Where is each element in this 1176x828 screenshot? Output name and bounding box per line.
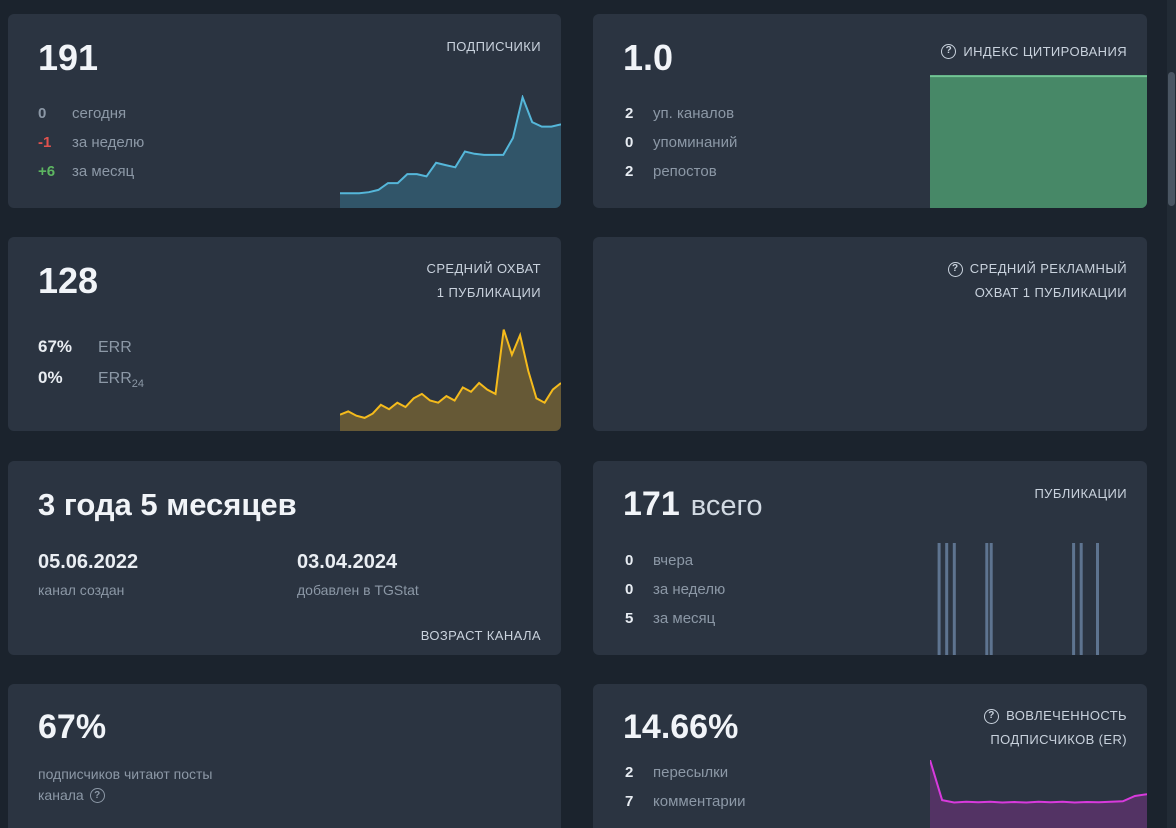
engagement-value: 14.66% bbox=[623, 708, 739, 746]
subscribers-card-title: ПОДПИСЧИКИ bbox=[446, 39, 541, 54]
channel-created-block: 05.06.2022 канал создан bbox=[38, 551, 138, 598]
channel-age-card: 3 года 5 месяцев 05.06.2022 канал создан… bbox=[8, 461, 561, 655]
err-stats: 67% ERR 0% ERR24 bbox=[38, 337, 144, 399]
citation-stats: 2 уп. каналов 0 упоминаний 2 репостов bbox=[625, 99, 737, 186]
average-reach-card-title: СРЕДНИЙ ОХВАТ 1 ПУБЛИКАЦИИ bbox=[426, 261, 541, 300]
engagement-stats: 2 пересылки 7 комментарии bbox=[625, 758, 745, 816]
tgstat-added-block: 03.04.2024 добавлен в TGStat bbox=[297, 551, 419, 598]
publications-stats: 0 вчера 0 за неделю 5 за месяц bbox=[625, 546, 725, 633]
channel-created-date: 05.06.2022 bbox=[38, 551, 139, 573]
engagement-card-title: ВОВЛЕЧЕННОСТЬ ПОДПИСЧИКОВ (ER) bbox=[984, 704, 1127, 752]
citation-index-card-title: ИНДЕКС ЦИТИРОВАНИЯ bbox=[941, 39, 1127, 63]
channel-created-caption: канал создан bbox=[38, 582, 125, 598]
readers-percent-value: 67% bbox=[38, 708, 107, 746]
stat-row-mentions: 0 упоминаний bbox=[625, 134, 738, 151]
stat-row-month: 5 за месяц bbox=[625, 610, 716, 627]
citation-index-value: 1.0 bbox=[623, 37, 674, 78]
stat-row-comments: 7 комментарии bbox=[625, 793, 746, 810]
stat-row-today: 0 сегодня bbox=[38, 105, 127, 122]
stat-row-week: 0 за неделю bbox=[625, 581, 726, 598]
stat-row-reposts: 2 репостов bbox=[625, 163, 717, 180]
engagement-chart bbox=[930, 760, 1147, 828]
stat-row-yesterday: 0 вчера bbox=[625, 552, 694, 569]
engagement-card: ВОВЛЕЧЕННОСТЬ ПОДПИСЧИКОВ (ER) 14.66% 2 … bbox=[593, 684, 1147, 828]
publications-total: 171 всего bbox=[623, 485, 763, 523]
publications-chart bbox=[937, 543, 1099, 655]
adv-reach-card-title: СРЕДНИЙ РЕКЛАМНЫЙ ОХВАТ 1 ПУБЛИКАЦИИ bbox=[947, 257, 1127, 305]
average-reach-card: СРЕДНИЙ ОХВАТ 1 ПУБЛИКАЦИИ 128 67% ERR 0… bbox=[8, 237, 561, 431]
adv-reach-card: СРЕДНИЙ РЕКЛАМНЫЙ ОХВАТ 1 ПУБЛИКАЦИИ bbox=[593, 237, 1147, 431]
scrollbar-thumb[interactable] bbox=[1168, 72, 1175, 206]
stat-row-err24: 0% ERR24 bbox=[38, 368, 145, 391]
readers-percent-card: 67% подписчиков читают посты канала bbox=[8, 684, 561, 828]
subscribers-count: 191 bbox=[38, 37, 99, 78]
publications-card-title: ПУБЛИКАЦИИ bbox=[1034, 486, 1127, 501]
subscribers-stats: 0 сегодня -1 за неделю +6 за месяц bbox=[38, 99, 144, 186]
help-icon[interactable] bbox=[941, 43, 957, 59]
average-reach-value: 128 bbox=[38, 260, 99, 301]
readers-percent-caption: подписчиков читают посты канала bbox=[38, 764, 212, 806]
average-reach-chart bbox=[340, 329, 561, 431]
stat-row-err: 67% ERR bbox=[38, 337, 132, 356]
publications-card: ПУБЛИКАЦИИ 171 всего 0 вчера 0 за неделю… bbox=[593, 461, 1147, 655]
help-icon[interactable] bbox=[89, 788, 105, 803]
stat-row-month: +6 за месяц bbox=[38, 163, 135, 180]
citation-index-card: ИНДЕКС ЦИТИРОВАНИЯ 1.0 2 уп. каналов 0 у… bbox=[593, 14, 1147, 208]
help-icon[interactable] bbox=[947, 261, 963, 277]
subscribers-chart bbox=[340, 95, 561, 208]
subscribers-card: ПОДПИСЧИКИ 191 0 сегодня -1 за неделю +6… bbox=[8, 14, 561, 208]
citation-index-chart bbox=[930, 75, 1147, 208]
stat-row-forwards: 2 пересылки bbox=[625, 764, 729, 781]
scrollbar-track bbox=[1167, 0, 1176, 828]
channel-age-value: 3 года 5 месяцев bbox=[38, 487, 297, 522]
stat-row-mentioning-channels: 2 уп. каналов bbox=[625, 105, 735, 122]
stat-row-week: -1 за неделю bbox=[38, 134, 145, 151]
channel-age-card-title: ВОЗРАСТ КАНАЛА bbox=[420, 628, 541, 643]
tgstat-added-caption: добавлен в TGStat bbox=[297, 582, 419, 598]
help-icon[interactable] bbox=[984, 708, 1000, 724]
tgstat-added-date: 03.04.2024 bbox=[297, 551, 398, 573]
